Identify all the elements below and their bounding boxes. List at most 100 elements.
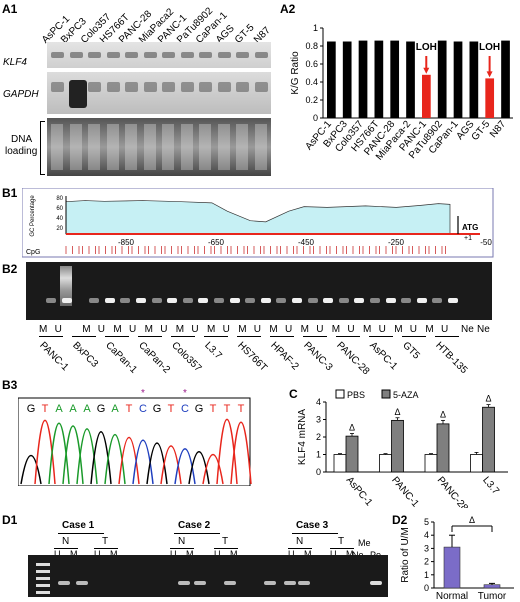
- b2-lane-label: M: [331, 324, 341, 335]
- gapdh-band: [106, 82, 120, 92]
- b2-lane-label: M: [82, 324, 91, 335]
- c-x-tick-label: L3.7: [480, 475, 501, 497]
- d2-chart: 0 1 2 3 4 5 Ratio of U/M Normal Tumor Δ: [400, 515, 514, 602]
- d2-x-tick-label: Normal: [436, 591, 468, 602]
- b1-y-tick: 80: [56, 196, 63, 202]
- b2-cell-line-label: BxPC3: [70, 340, 101, 370]
- dna-lane: [143, 124, 156, 170]
- gapdh-band: [254, 82, 268, 92]
- b2-lane-label: M: [425, 324, 434, 335]
- d1-nt-bar: [170, 548, 194, 549]
- b2-lane-label: U: [378, 324, 386, 335]
- b2-band: [338, 298, 349, 303]
- b2-band: [385, 298, 396, 303]
- klf4-band: [143, 52, 157, 58]
- dna-bracket: [40, 121, 45, 175]
- a2-y-axis-label: K/G Ratio: [290, 51, 301, 95]
- a2-bar: [485, 78, 495, 118]
- klf4-band: [236, 52, 249, 58]
- d1-case-bar: [292, 533, 338, 534]
- c-bar: [391, 419, 404, 473]
- d1-um-label: M: [110, 549, 118, 559]
- d2-y-tick-label: 0: [424, 583, 429, 593]
- b2-lane-label: U: [97, 324, 106, 335]
- dna-loading-gel: [47, 118, 271, 176]
- d1-case-bar: [174, 533, 220, 534]
- b3-chromatogram: G T A A A G A T C G T C G T T T* *: [18, 388, 252, 486]
- c-bar: [424, 454, 438, 473]
- dna-lane: [125, 124, 137, 170]
- b2-band: [401, 298, 412, 303]
- gapdh-band: [162, 82, 175, 92]
- dna-lane: [106, 124, 119, 170]
- d1-nt-bar: [214, 548, 238, 549]
- d1-me-label: Me: [358, 538, 371, 548]
- b2-band: [260, 298, 271, 303]
- b1-y-tick: 60: [56, 206, 63, 212]
- a2-bar: [390, 40, 400, 118]
- dna-lane: [51, 124, 63, 170]
- b2-lane-label: M: [394, 324, 403, 335]
- b2-group-bar: [204, 336, 228, 337]
- b2-band: [46, 298, 56, 303]
- gapdh-band: [51, 82, 64, 92]
- b3-base-letter: A: [55, 403, 63, 415]
- b3-base-letter: T: [238, 403, 245, 415]
- b3-peak: [118, 436, 140, 485]
- d2-x-tick-label: Tumor: [478, 591, 507, 602]
- b3-peak: [146, 442, 168, 485]
- a2-y-tick-label: 0.8: [305, 41, 318, 51]
- klf4-band: [88, 52, 101, 58]
- c-y-tick-label: 4: [316, 397, 321, 407]
- d1-nt-bar: [330, 548, 354, 549]
- b2-band: [448, 298, 458, 303]
- c-y-axis-label: KLF4 mRNA: [297, 409, 308, 465]
- a2-bar: [327, 41, 336, 118]
- b1-cpg-plot: GC Percentage 80 60 40 20 -850 -650 -450 -250 -50…: [22, 188, 494, 258]
- b3-base-letter: T: [210, 403, 217, 415]
- b3-peak: [20, 454, 42, 485]
- d1-ladder-band: [36, 563, 50, 566]
- b2-band: [104, 298, 115, 303]
- b3-peak: [48, 422, 70, 485]
- gapdh-band: [236, 82, 249, 92]
- b3-base-letter: G: [153, 403, 162, 415]
- b2-lane-label: M: [363, 324, 372, 335]
- d1-nt-label: T: [222, 536, 229, 547]
- b2-band: [167, 298, 178, 303]
- b2-group-bar: [138, 336, 162, 337]
- d1-nt-bar: [54, 548, 78, 549]
- b3-base-letter: G: [27, 403, 36, 415]
- panel-label-a2: A2: [280, 2, 296, 16]
- b2-lane-label: M: [113, 324, 122, 335]
- b2-band: [229, 298, 240, 303]
- d1-case-bar: [58, 533, 104, 534]
- a2-y-tick-label: 0.4: [305, 77, 318, 87]
- b2-lane-label: U: [191, 324, 199, 335]
- b3-star: *: [183, 388, 187, 399]
- b2-lane-label: M: [175, 324, 185, 335]
- b2-band: [214, 298, 224, 303]
- d1-um-label: M: [186, 549, 194, 559]
- dna-lane: [180, 124, 193, 170]
- klf4-blot: [47, 42, 271, 68]
- b2-lane-label: M: [300, 324, 309, 335]
- b3-base-letter: G: [195, 403, 204, 415]
- klf4-band: [106, 52, 120, 58]
- d2-y-axis-label: Ratio of U/M: [400, 527, 411, 583]
- b2-group-bar: [402, 336, 426, 337]
- dna-label-line2: loading: [5, 146, 38, 157]
- d2-bar: [483, 584, 501, 589]
- panel-label-d2: D2: [392, 513, 408, 527]
- d1-um-label: M: [70, 549, 78, 559]
- b3-peak: [104, 433, 126, 485]
- a2-bar: [453, 41, 463, 118]
- b2-cell-line-label: CaPan-2: [136, 340, 172, 376]
- b2-band: [276, 298, 287, 303]
- b2-group-bar: [270, 336, 294, 337]
- b3-base-letter: C: [181, 403, 189, 415]
- b1-x-tick: -250: [388, 238, 405, 247]
- b2-lane-label: U: [347, 324, 355, 335]
- panel-label-b1: B1: [2, 186, 18, 200]
- c-legend-swatch-pbs: [335, 389, 345, 399]
